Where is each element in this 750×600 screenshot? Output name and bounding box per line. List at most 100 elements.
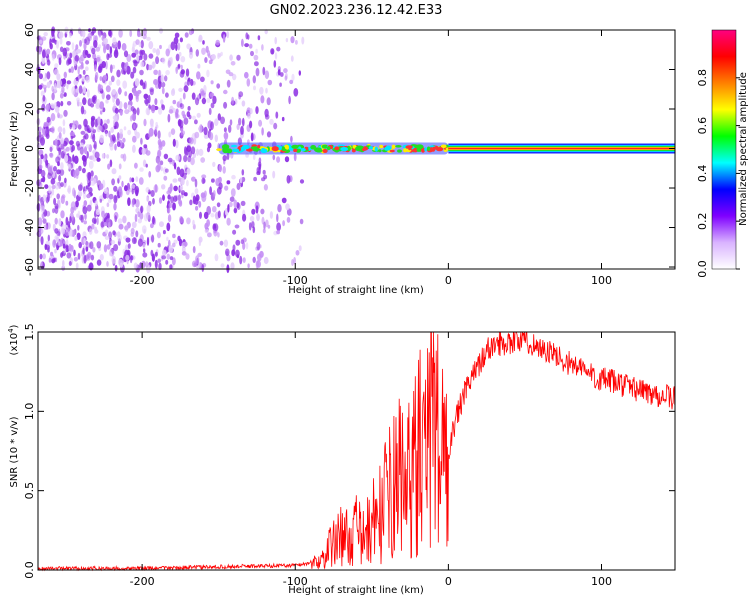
spectrogram-noise-speck: [63, 247, 67, 254]
spectrogram-noise-speck: [284, 75, 288, 81]
spectrogram-noise-speck: [273, 60, 277, 68]
spectrogram-noise-speck: [105, 99, 109, 104]
spectrogram-noise-speck: [143, 93, 149, 100]
spectrogram-noise-speck: [207, 232, 212, 238]
spectrogram-noise-speck: [154, 98, 158, 106]
spectrogram-noise-speck: [117, 40, 121, 50]
spectrogram-noise-speck: [210, 213, 215, 218]
spectrogram-noise-speck: [127, 197, 131, 207]
spectrogram-noise-speck: [46, 48, 51, 55]
spectrogram-noise-speck: [249, 120, 253, 129]
spectrogram-noise-speck: [85, 246, 89, 252]
spectrogram-noise-speck: [42, 218, 47, 224]
spectrogram-noise-speck: [74, 236, 78, 241]
spectrogram-noise-speck: [131, 198, 135, 208]
spectrogram-noise-speck: [83, 38, 87, 44]
spectrogram-noise-speck: [45, 128, 50, 137]
spectrogram-noise-speck: [158, 141, 163, 148]
spectrogram-noise-speck: [181, 251, 187, 256]
spectrogram-noise-speck: [65, 200, 69, 206]
spectrogram-noise-speck: [88, 262, 94, 271]
spectrogram-noise-speck: [51, 188, 55, 196]
spectrogram-noise-speck: [211, 54, 216, 60]
spectrogram-noise-speck: [91, 47, 96, 55]
spectrogram-noise-speck: [277, 204, 282, 213]
spectrogram-noise-speck: [41, 103, 46, 112]
spectrogram-noise-speck: [90, 254, 95, 261]
spectrogram-noise-speck: [223, 127, 227, 133]
spectrogram-noise-speck: [158, 197, 163, 204]
spectrogram-noise-speck: [82, 86, 86, 94]
spectrogram-noise-speck: [129, 30, 133, 37]
spectrogram-noise-speck: [96, 241, 102, 249]
spectrogram-noise-speck: [83, 220, 87, 225]
spectrogram-noise-speck: [37, 217, 43, 226]
spectrogram-noise-speck: [47, 234, 50, 242]
spectrogram-signal-blob: [352, 149, 356, 153]
spectrogram-noise-speck: [76, 97, 80, 103]
spectrogram-noise-speck: [108, 130, 111, 138]
spectrogram-noise-speck: [242, 213, 247, 222]
spectrogram-noise-speck: [81, 154, 86, 162]
spectrogram-signal-blob: [440, 144, 447, 149]
spectrogram-noise-speck: [73, 249, 76, 257]
spectrogram-noise-speck: [218, 164, 222, 173]
spectrogram-noise-speck: [108, 81, 113, 86]
spectrogram-noise-speck: [67, 185, 72, 195]
spectrogram-noise-speck: [75, 140, 80, 147]
x-tick-label: -100: [283, 274, 308, 287]
spectrogram-noise-speck: [65, 146, 70, 152]
spectrogram-noise-speck: [83, 118, 88, 128]
spectrogram-noise-speck: [114, 121, 119, 129]
spectrogram-noise-speck: [38, 46, 42, 55]
spectrogram-noise-speck: [247, 112, 251, 119]
spectrogram-noise-speck: [209, 186, 213, 196]
spectrogram-noise-speck: [281, 116, 285, 122]
x-tick-label: 0: [445, 274, 452, 287]
spectrogram-noise-speck: [83, 237, 86, 245]
spectrogram-noise-speck: [84, 66, 89, 71]
spectrogram-noise-speck: [118, 223, 124, 230]
spectrogram-noise-speck: [150, 190, 155, 197]
spectrogram-noise-speck: [290, 36, 295, 44]
spectrogram-noise-speck: [172, 233, 176, 239]
spectrogram-noise-speck: [273, 122, 278, 130]
spectrogram-noise-speck: [167, 214, 172, 223]
spectrogram-noise-speck: [111, 168, 117, 175]
spectrogram-noise-speck: [124, 225, 129, 231]
spectrogram-noise-speck: [142, 82, 146, 90]
spectrogram-noise-speck: [107, 198, 112, 203]
spectrogram-noise-speck: [241, 100, 246, 107]
spectrogram-noise-speck: [105, 218, 111, 227]
spectrogram-noise-speck: [106, 261, 109, 267]
spectrogram-noise-speck: [133, 60, 138, 67]
spectrogram-noise-speck: [83, 254, 87, 264]
spectrogram-noise-speck: [122, 80, 128, 89]
spectrogram-noise-speck: [89, 228, 93, 235]
spectrogram-noise-speck: [94, 229, 99, 234]
spectrogram-noise-speck: [220, 116, 225, 125]
spectrogram-noise-speck: [201, 97, 207, 105]
spectrogram-noise-speck: [177, 64, 180, 70]
spectrogram-noise-speck: [39, 126, 42, 133]
spectrogram-noise-speck: [71, 86, 76, 95]
spectrogram-noise-speck: [163, 175, 168, 181]
spectrogram-noise-speck: [282, 220, 285, 227]
spectrogram-noise-speck: [104, 235, 110, 240]
spectrogram-noise-speck: [159, 221, 164, 228]
spectrogram-noise-speck: [111, 178, 115, 186]
spectrogram-noise-speck: [189, 199, 193, 206]
spectrogram-noise-speck: [52, 208, 56, 214]
spectrogram-noise-speck: [43, 31, 48, 37]
spectrogram-noise-speck: [272, 170, 276, 179]
spectrogram-noise-speck: [124, 185, 128, 192]
spectrogram-noise-speck: [54, 217, 58, 225]
spectrogram-noise-speck: [203, 84, 207, 93]
spectrogram-signal-blob: [334, 146, 340, 151]
spectrogram-noise-speck: [161, 184, 166, 190]
spectrogram-noise-speck: [155, 48, 160, 56]
spectrogram-noise-speck: [143, 118, 147, 127]
spectrogram-noise-speck: [209, 132, 214, 141]
spectrogram-noise-speck: [113, 185, 118, 192]
spectrogram-noise-speck: [133, 90, 138, 97]
